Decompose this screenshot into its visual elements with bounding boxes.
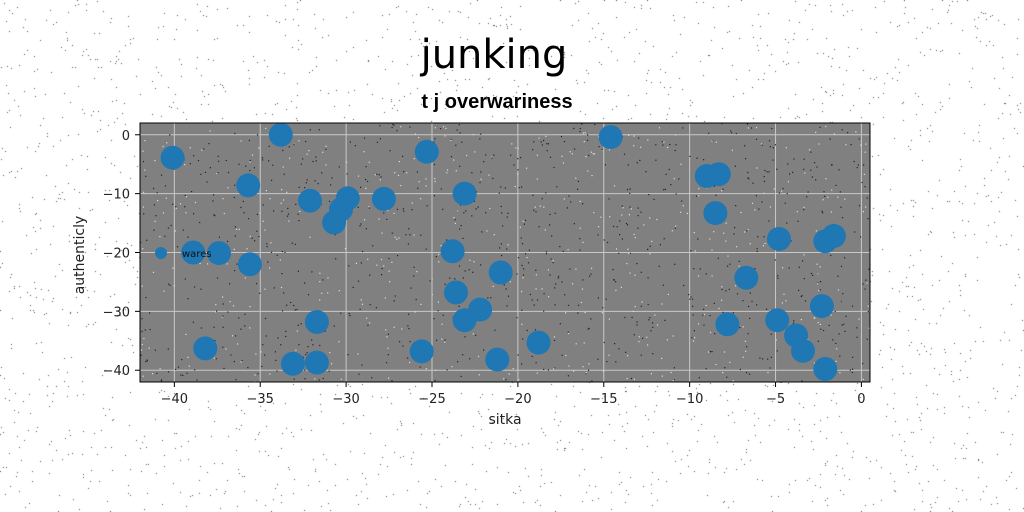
data-point	[409, 339, 434, 364]
chart-title: junking	[420, 32, 568, 78]
chart-subtitle: t j overwariness	[421, 91, 572, 113]
x-tick-label: −10	[676, 392, 703, 407]
data-point	[440, 239, 465, 264]
data-point	[791, 338, 815, 363]
x-tick-label: −30	[332, 392, 359, 407]
data-point	[298, 188, 322, 213]
data-point	[703, 201, 728, 226]
data-points	[160, 122, 846, 381]
data-point	[809, 294, 834, 319]
data-point	[706, 162, 731, 187]
data-point	[237, 252, 262, 277]
data-point	[181, 240, 206, 265]
y-tick-label: −30	[103, 305, 130, 320]
y-tick-label: 0	[122, 129, 130, 144]
data-point	[526, 330, 551, 355]
y-axis-label: authenticly	[72, 216, 88, 295]
data-point	[765, 308, 790, 333]
data-point	[444, 280, 468, 305]
data-point	[414, 139, 439, 164]
data-point	[160, 145, 185, 170]
x-tick-label: −5	[766, 392, 785, 407]
x-tick-label: −15	[590, 392, 617, 407]
data-point	[452, 181, 477, 206]
x-tick-label: 0	[857, 392, 865, 407]
x-axis-label: sitka	[488, 412, 521, 428]
data-point	[715, 312, 740, 337]
data-point	[452, 308, 477, 333]
data-point	[322, 210, 347, 235]
data-point	[767, 227, 791, 251]
legend-label: wares	[182, 249, 212, 260]
data-point	[485, 347, 510, 372]
y-tick-label: −10	[103, 188, 130, 203]
data-point	[813, 357, 838, 381]
data-point	[193, 336, 218, 361]
x-axis-ticks: −40 −35 −30 −25 −20 −15 −10 −5 0	[161, 382, 866, 407]
data-point	[268, 122, 293, 147]
data-point	[734, 265, 759, 290]
legend-marker	[155, 247, 167, 259]
x-tick-label: −40	[161, 392, 188, 407]
x-tick-label: −25	[418, 392, 445, 407]
data-point	[207, 241, 231, 266]
y-tick-label: −40	[103, 364, 130, 379]
grid-lines	[140, 123, 870, 382]
legend: wares	[155, 247, 212, 260]
data-point	[304, 350, 329, 375]
data-point	[598, 125, 623, 150]
data-point	[280, 351, 305, 376]
x-tick-label: −35	[247, 392, 274, 407]
data-point	[236, 173, 261, 198]
y-axis-ticks: 0 −10 −20 −30 −40	[103, 129, 140, 379]
y-tick-label: −20	[103, 247, 130, 262]
data-point	[488, 260, 513, 285]
data-point	[821, 224, 846, 248]
data-point	[304, 310, 329, 334]
data-point	[371, 186, 396, 211]
x-tick-label: −20	[504, 392, 531, 407]
